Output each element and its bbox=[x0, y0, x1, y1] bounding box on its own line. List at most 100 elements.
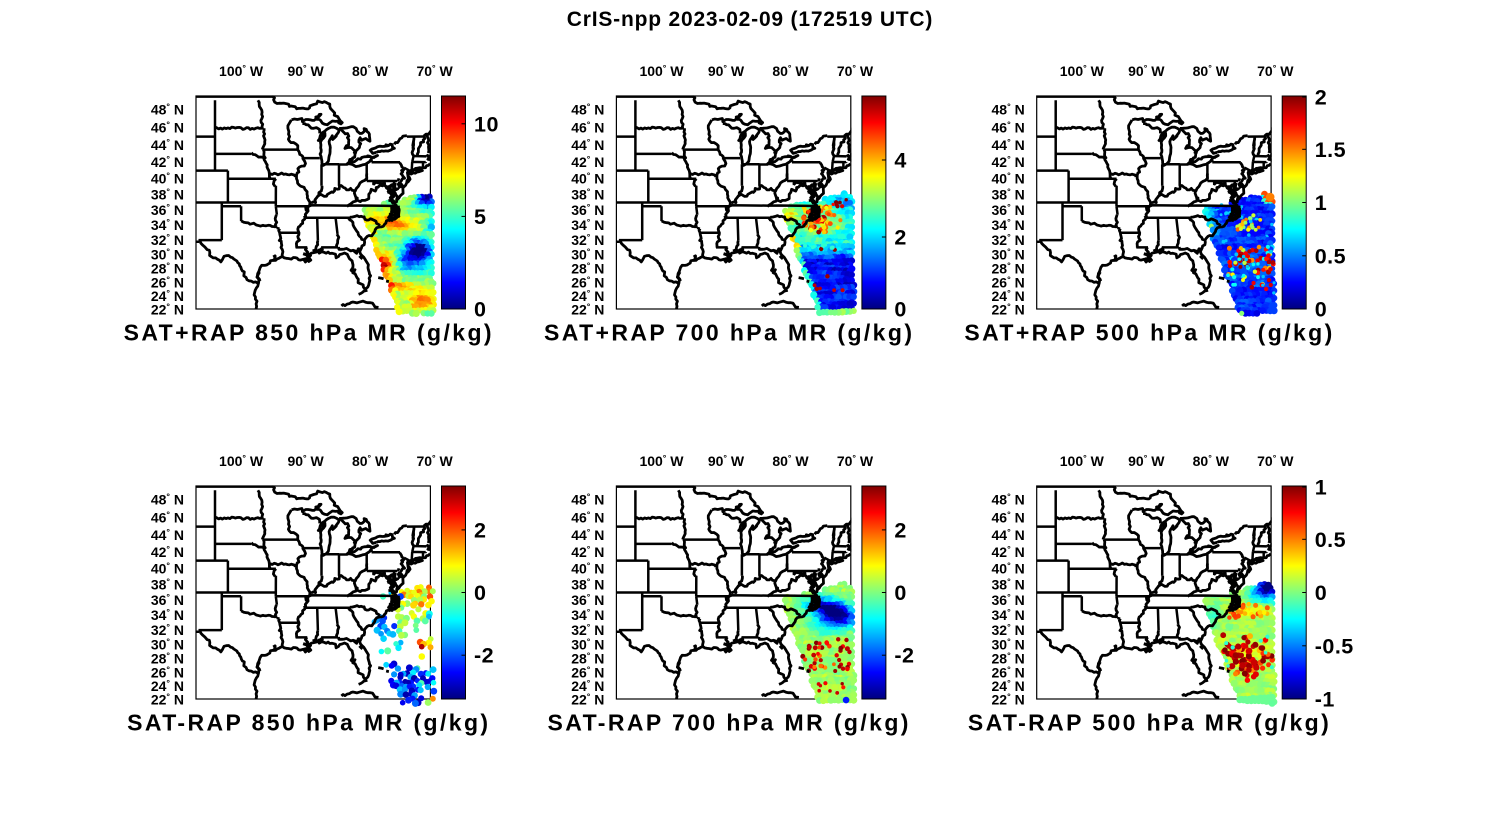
svg-text:42° N: 42° N bbox=[151, 154, 184, 170]
svg-text:1: 1 bbox=[1315, 476, 1327, 500]
svg-text:90° W: 90° W bbox=[708, 63, 745, 79]
svg-text:0.5: 0.5 bbox=[1315, 528, 1346, 552]
svg-text:44° N: 44° N bbox=[571, 137, 604, 153]
svg-text:42° N: 42° N bbox=[151, 544, 184, 560]
svg-text:36° N: 36° N bbox=[151, 202, 184, 218]
svg-text:30° N: 30° N bbox=[571, 636, 604, 652]
svg-text:0: 0 bbox=[474, 298, 486, 322]
svg-text:30° N: 30° N bbox=[151, 636, 184, 652]
svg-text:26° N: 26° N bbox=[571, 274, 604, 290]
svg-text:-1: -1 bbox=[1315, 688, 1335, 712]
svg-text:40° N: 40° N bbox=[992, 171, 1025, 187]
svg-text:SAT-RAP 500 hPa MR (g/kg): SAT-RAP 500 hPa MR (g/kg) bbox=[968, 710, 1331, 736]
svg-text:100° W: 100° W bbox=[639, 453, 684, 469]
svg-text:42° N: 42° N bbox=[992, 544, 1025, 560]
svg-text:44° N: 44° N bbox=[992, 527, 1025, 543]
svg-text:34° N: 34° N bbox=[571, 217, 604, 233]
svg-text:26° N: 26° N bbox=[151, 274, 184, 290]
svg-text:32° N: 32° N bbox=[571, 622, 604, 638]
svg-text:36° N: 36° N bbox=[992, 592, 1025, 608]
svg-text:46° N: 46° N bbox=[992, 120, 1025, 136]
svg-text:34° N: 34° N bbox=[571, 607, 604, 623]
svg-text:46° N: 46° N bbox=[992, 510, 1025, 526]
svg-text:80° W: 80° W bbox=[772, 63, 809, 79]
svg-text:32° N: 32° N bbox=[992, 232, 1025, 248]
svg-text:SAT-RAP 850 hPa MR (g/kg): SAT-RAP 850 hPa MR (g/kg) bbox=[127, 710, 490, 736]
svg-text:80° W: 80° W bbox=[352, 63, 389, 79]
svg-text:38° N: 38° N bbox=[151, 576, 184, 592]
svg-text:90° W: 90° W bbox=[708, 453, 745, 469]
svg-text:22° N: 22° N bbox=[571, 692, 604, 708]
svg-text:48° N: 48° N bbox=[571, 491, 604, 507]
svg-text:38° N: 38° N bbox=[992, 576, 1025, 592]
svg-text:30° N: 30° N bbox=[992, 246, 1025, 262]
svg-text:42° N: 42° N bbox=[992, 154, 1025, 170]
svg-text:1: 1 bbox=[1315, 191, 1327, 215]
svg-text:36° N: 36° N bbox=[151, 592, 184, 608]
svg-text:0: 0 bbox=[1315, 581, 1327, 605]
svg-text:46° N: 46° N bbox=[151, 510, 184, 526]
svg-text:40° N: 40° N bbox=[151, 561, 184, 577]
svg-text:24° N: 24° N bbox=[571, 678, 604, 694]
svg-text:28° N: 28° N bbox=[151, 261, 184, 277]
svg-text:100° W: 100° W bbox=[1060, 453, 1105, 469]
svg-text:22° N: 22° N bbox=[571, 302, 604, 318]
svg-text:46° N: 46° N bbox=[151, 120, 184, 136]
svg-text:100° W: 100° W bbox=[219, 63, 264, 79]
svg-text:40° N: 40° N bbox=[571, 561, 604, 577]
svg-text:40° N: 40° N bbox=[571, 171, 604, 187]
svg-text:46° N: 46° N bbox=[571, 510, 604, 526]
svg-text:38° N: 38° N bbox=[992, 186, 1025, 202]
svg-text:-2: -2 bbox=[474, 644, 494, 668]
svg-text:44° N: 44° N bbox=[151, 137, 184, 153]
svg-text:26° N: 26° N bbox=[151, 664, 184, 680]
svg-text:70° W: 70° W bbox=[837, 453, 874, 469]
svg-text:44° N: 44° N bbox=[151, 527, 184, 543]
svg-text:30° N: 30° N bbox=[571, 246, 604, 262]
svg-text:80° W: 80° W bbox=[1193, 63, 1230, 79]
svg-text:36° N: 36° N bbox=[571, 592, 604, 608]
svg-text:40° N: 40° N bbox=[992, 561, 1025, 577]
svg-text:32° N: 32° N bbox=[151, 232, 184, 248]
svg-text:46° N: 46° N bbox=[571, 120, 604, 136]
svg-text:80° W: 80° W bbox=[772, 453, 809, 469]
svg-text:22° N: 22° N bbox=[151, 302, 184, 318]
svg-text:40° N: 40° N bbox=[151, 171, 184, 187]
svg-text:2: 2 bbox=[894, 226, 906, 250]
svg-text:100° W: 100° W bbox=[219, 453, 264, 469]
svg-text:24° N: 24° N bbox=[992, 288, 1025, 304]
svg-text:10: 10 bbox=[474, 112, 499, 136]
svg-text:38° N: 38° N bbox=[571, 186, 604, 202]
svg-text:5: 5 bbox=[474, 205, 486, 229]
svg-text:24° N: 24° N bbox=[151, 288, 184, 304]
svg-text:26° N: 26° N bbox=[571, 664, 604, 680]
svg-text:28° N: 28° N bbox=[992, 651, 1025, 667]
svg-text:0: 0 bbox=[474, 581, 486, 605]
svg-text:32° N: 32° N bbox=[992, 622, 1025, 638]
svg-text:2: 2 bbox=[474, 518, 486, 542]
svg-text:0: 0 bbox=[894, 298, 906, 322]
svg-text:44° N: 44° N bbox=[992, 137, 1025, 153]
svg-text:28° N: 28° N bbox=[992, 261, 1025, 277]
svg-text:70° W: 70° W bbox=[837, 63, 874, 79]
svg-text:SAT+RAP 500 hPa MR (g/kg): SAT+RAP 500 hPa MR (g/kg) bbox=[964, 320, 1334, 346]
svg-text:70° W: 70° W bbox=[1257, 63, 1294, 79]
svg-text:22° N: 22° N bbox=[151, 692, 184, 708]
svg-text:70° W: 70° W bbox=[1257, 453, 1294, 469]
svg-text:34° N: 34° N bbox=[992, 607, 1025, 623]
svg-text:26° N: 26° N bbox=[992, 664, 1025, 680]
svg-text:90° W: 90° W bbox=[1128, 63, 1165, 79]
svg-text:34° N: 34° N bbox=[151, 217, 184, 233]
svg-text:SAT-RAP 700 hPa MR (g/kg): SAT-RAP 700 hPa MR (g/kg) bbox=[548, 710, 911, 736]
svg-text:34° N: 34° N bbox=[992, 217, 1025, 233]
svg-text:24° N: 24° N bbox=[571, 288, 604, 304]
svg-text:4: 4 bbox=[894, 149, 906, 173]
svg-text:24° N: 24° N bbox=[151, 678, 184, 694]
svg-text:-0.5: -0.5 bbox=[1315, 634, 1354, 658]
svg-text:22° N: 22° N bbox=[992, 692, 1025, 708]
svg-text:28° N: 28° N bbox=[571, 651, 604, 667]
svg-text:38° N: 38° N bbox=[571, 576, 604, 592]
svg-text:34° N: 34° N bbox=[151, 607, 184, 623]
svg-text:48° N: 48° N bbox=[151, 491, 184, 507]
svg-text:1.5: 1.5 bbox=[1315, 138, 1346, 162]
